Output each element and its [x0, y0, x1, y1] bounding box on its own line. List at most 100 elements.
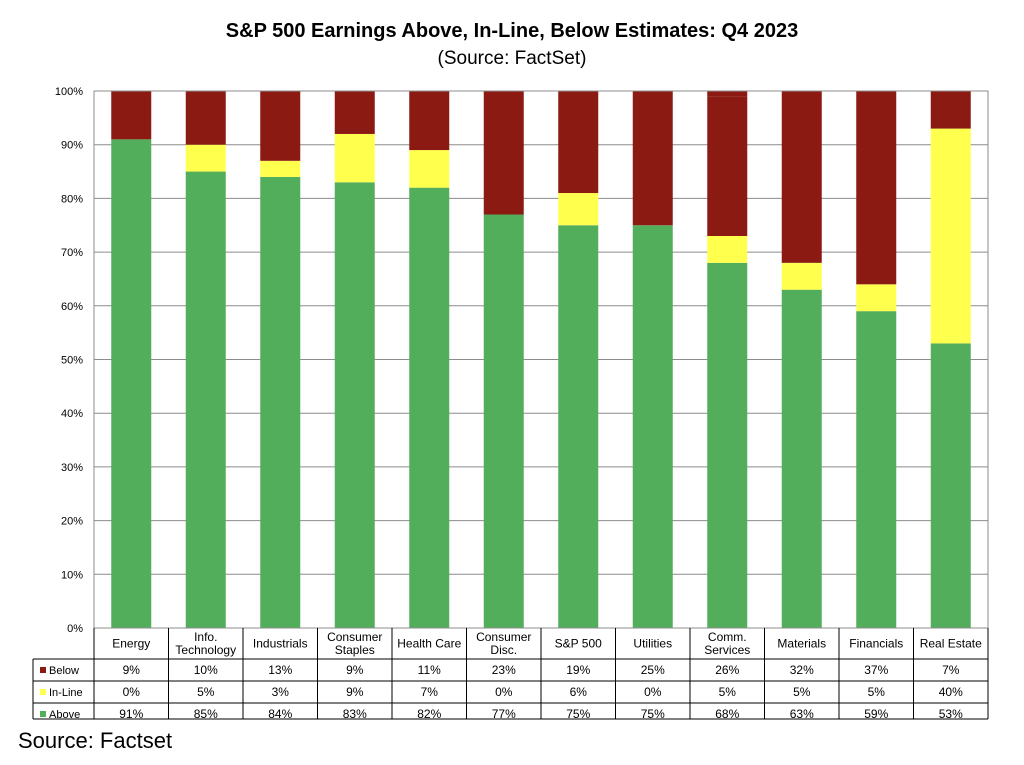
data-label: 84% — [268, 707, 292, 721]
bar-above-segment — [930, 343, 971, 628]
data-label: 0% — [495, 685, 513, 699]
data-label: 0% — [644, 685, 662, 699]
category-label: Services — [704, 643, 750, 657]
category-label: S&P 500 — [555, 637, 602, 651]
category-label: Comm. — [708, 630, 747, 644]
category-label: Disc. — [490, 643, 517, 657]
data-label: 77% — [492, 707, 516, 721]
legend-swatch-above — [40, 711, 46, 717]
bar-above-segment — [185, 171, 226, 629]
data-label: 5% — [793, 685, 811, 699]
bar-in-line-segment — [707, 235, 748, 263]
bar-above-segment — [781, 289, 822, 628]
y-tick-label: 80% — [61, 193, 83, 205]
bar-below-segment — [856, 91, 897, 285]
data-label: 75% — [566, 707, 590, 721]
data-label: 5% — [197, 685, 215, 699]
data-label: 40% — [939, 685, 963, 699]
category-label: Technology — [175, 643, 236, 657]
y-tick-label: 50% — [61, 355, 83, 367]
data-label: 5% — [868, 685, 886, 699]
bar-above-segment — [409, 187, 450, 628]
legend-label-above: Above — [49, 709, 80, 721]
category-label: Materials — [777, 637, 826, 651]
data-label: 0% — [123, 685, 141, 699]
data-label: 91% — [119, 707, 143, 721]
y-tick-label: 10% — [61, 569, 83, 581]
data-label: 6% — [570, 685, 588, 699]
data-label: 10% — [194, 663, 218, 677]
bar-above-segment — [260, 176, 301, 629]
data-label: 83% — [343, 707, 367, 721]
bar-below-segment — [558, 91, 599, 194]
y-tick-label: 100% — [55, 86, 83, 98]
data-label: 7% — [421, 685, 439, 699]
bar-above-segment — [111, 139, 152, 628]
data-label: 85% — [194, 707, 218, 721]
category-label: Info. — [194, 630, 217, 644]
data-label: 9% — [123, 663, 141, 677]
bar-below-segment — [334, 91, 375, 134]
y-tick-label: 90% — [61, 140, 83, 152]
bar-below-segment — [409, 91, 450, 151]
data-label: 9% — [346, 685, 364, 699]
data-label: 75% — [641, 707, 665, 721]
legend-label-below: Below — [49, 665, 79, 677]
bar-below-segment — [185, 91, 226, 145]
y-tick-label: 20% — [61, 516, 83, 528]
data-label: 32% — [790, 663, 814, 677]
legend-swatch-in-line — [40, 689, 46, 695]
data-label: 23% — [492, 663, 516, 677]
data-label: 13% — [268, 663, 292, 677]
bar-in-line-segment — [781, 262, 822, 290]
footer-source: Source: Factset — [18, 728, 173, 753]
bar-above-segment — [856, 311, 897, 628]
bar-above-segment — [632, 225, 673, 628]
category-label: Industrials — [253, 637, 308, 651]
legend-label-in-line: In-Line — [49, 687, 83, 699]
bar-in-line-segment — [409, 150, 450, 188]
chart-title: S&P 500 Earnings Above, In-Line, Below E… — [225, 20, 799, 42]
category-label: Financials — [849, 637, 903, 651]
data-label: 25% — [641, 663, 665, 677]
data-label: 5% — [719, 685, 737, 699]
data-label: 63% — [790, 707, 814, 721]
bar-above-segment — [483, 214, 524, 628]
chart-subtitle: (Source: FactSet) — [437, 48, 587, 69]
bar-below-segment — [260, 91, 301, 161]
bar-below-segment — [707, 96, 748, 236]
legend-swatch-below — [40, 667, 46, 673]
y-tick-label: 30% — [61, 462, 83, 474]
category-label: Energy — [112, 637, 150, 651]
y-tick-label: 0% — [67, 623, 83, 635]
data-label: 26% — [715, 663, 739, 677]
bar-in-line-segment — [185, 144, 226, 172]
category-label: Staples — [335, 643, 375, 657]
data-label: 3% — [272, 685, 290, 699]
data-label: 82% — [417, 707, 441, 721]
y-tick-label: 70% — [61, 247, 83, 259]
bar-in-line-segment — [558, 193, 599, 226]
bar-above-segment — [558, 225, 599, 628]
category-label: Consumer — [327, 630, 382, 644]
data-label: 59% — [864, 707, 888, 721]
data-label: 68% — [715, 707, 739, 721]
bar-in-line-segment — [260, 160, 301, 177]
bar-below-segment — [930, 91, 971, 129]
data-label: 9% — [346, 663, 364, 677]
data-label: 19% — [566, 663, 590, 677]
bar-below-segment — [111, 91, 152, 140]
category-label: Utilities — [633, 637, 672, 651]
bar-below-segment — [781, 91, 822, 263]
data-label: 37% — [864, 663, 888, 677]
bar-in-line-segment — [930, 128, 971, 344]
y-tick-label: 40% — [61, 408, 83, 420]
bar-below-segment — [707, 91, 748, 97]
bar-above-segment — [707, 262, 748, 628]
bar-below-segment — [483, 91, 524, 215]
data-label: 7% — [942, 663, 960, 677]
data-label: 53% — [939, 707, 963, 721]
category-label: Consumer — [476, 630, 531, 644]
category-label: Health Care — [397, 637, 461, 651]
